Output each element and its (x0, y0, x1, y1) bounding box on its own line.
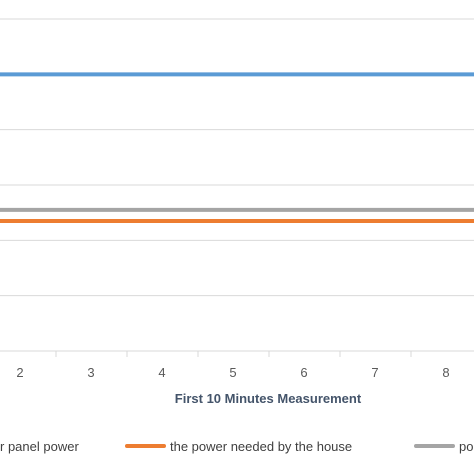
legend-label: r panel power (0, 439, 79, 454)
x-tick-label: 5 (229, 365, 236, 380)
legend-label: po (459, 439, 473, 454)
x-tick-labels: 2 3 4 5 6 7 8 (16, 365, 449, 380)
legend: r panel power the power needed by the hou… (0, 439, 473, 454)
x-axis-ticks (55, 351, 412, 357)
x-tick-label: 2 (16, 365, 23, 380)
x-tick-label: 6 (300, 365, 307, 380)
x-tick-label: 3 (87, 365, 94, 380)
x-tick-label: 7 (371, 365, 378, 380)
x-tick-label: 8 (442, 365, 449, 380)
x-axis-title: First 10 Minutes Measurement (175, 391, 362, 406)
gridlines (0, 18, 474, 297)
series-lines (0, 72, 474, 223)
x-tick-label: 4 (158, 365, 165, 380)
legend-label: the power needed by the house (170, 439, 352, 454)
